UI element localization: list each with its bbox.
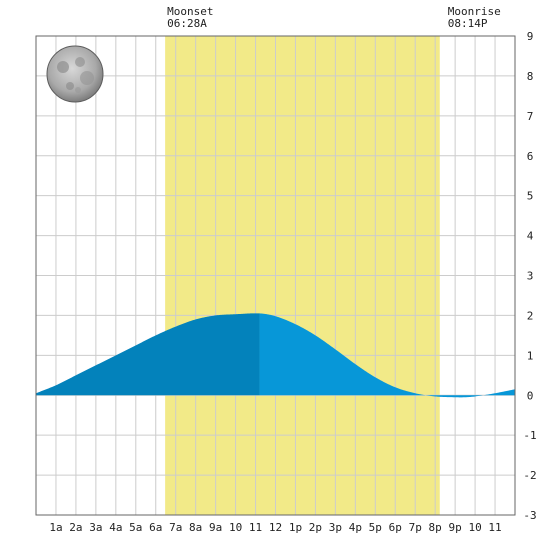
x-tick-label: 4p xyxy=(349,521,362,534)
y-tick-label: 5 xyxy=(527,190,534,203)
y-tick-label: -2 xyxy=(523,469,536,482)
moonrise-time: 08:14P xyxy=(448,17,488,30)
x-tick-label: 4a xyxy=(109,521,122,534)
x-tick-label: 11 xyxy=(249,521,262,534)
y-tick-label: 9 xyxy=(527,30,534,43)
y-tick-label: 6 xyxy=(527,150,534,163)
x-tick-label: 1a xyxy=(49,521,62,534)
moonset-label: Moonset xyxy=(167,5,213,18)
moonrise-label: Moonrise xyxy=(448,5,501,18)
x-tick-label: 3p xyxy=(329,521,342,534)
y-tick-label: -1 xyxy=(523,429,536,442)
x-tick-label: 2p xyxy=(309,521,322,534)
x-tick-label: 8a xyxy=(189,521,202,534)
x-tick-label: 10 xyxy=(229,521,242,534)
x-tick-label: 6a xyxy=(149,521,162,534)
x-tick-label: 7p xyxy=(409,521,422,534)
grid xyxy=(36,36,515,515)
x-tick-label: 5a xyxy=(129,521,142,534)
y-tick-label: 3 xyxy=(527,270,534,283)
x-axis-tick-labels: 1a 2a 3a 4a 5a 6a 7a 8a 9a 10 11 12 1p 2p 3p 4p 5p 6p 7p 8p… xyxy=(49,521,501,534)
tide-area-rising xyxy=(36,313,260,396)
y-tick-label: 8 xyxy=(527,70,534,83)
x-tick-label: 2a xyxy=(69,521,82,534)
full-moon-icon xyxy=(46,45,104,103)
x-tick-label: 6p xyxy=(389,521,402,534)
y-tick-label: 4 xyxy=(527,230,534,243)
y-tick-label: 1 xyxy=(527,349,534,362)
y-tick-label: 0 xyxy=(527,389,534,402)
tide-area-falling xyxy=(259,313,515,398)
moonset-time: 06:28A xyxy=(167,17,207,30)
x-tick-label: 1p xyxy=(289,521,302,534)
y-tick-label: 2 xyxy=(527,309,534,322)
x-tick-label: 5p xyxy=(369,521,382,534)
x-tick-label: 8p xyxy=(429,521,442,534)
x-tick-label: 11 xyxy=(488,521,501,534)
x-tick-label: 10 xyxy=(468,521,481,534)
x-tick-label: 7a xyxy=(169,521,182,534)
x-tick-label: 9p xyxy=(449,521,462,534)
x-tick-label: 3a xyxy=(89,521,102,534)
y-axis-tick-labels: -3 -2 -1 0 1 2 3 4 5 6 7 8 9 xyxy=(523,30,536,522)
y-tick-label: 7 xyxy=(527,110,534,123)
y-tick-label: -3 xyxy=(523,509,536,522)
x-tick-label: 9a xyxy=(209,521,222,534)
plot-frame xyxy=(35,35,516,516)
x-tick-label: 12 xyxy=(269,521,282,534)
